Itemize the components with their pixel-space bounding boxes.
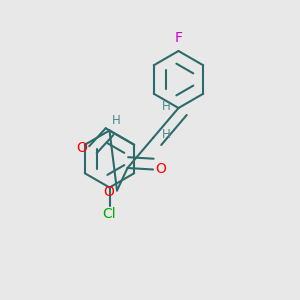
Text: O: O xyxy=(155,163,166,176)
Text: O: O xyxy=(103,185,114,199)
Text: H: H xyxy=(112,114,121,127)
Text: H: H xyxy=(162,128,171,142)
Text: O: O xyxy=(76,141,87,155)
Text: H: H xyxy=(162,100,171,113)
Text: F: F xyxy=(175,31,182,44)
Text: Cl: Cl xyxy=(103,208,116,221)
